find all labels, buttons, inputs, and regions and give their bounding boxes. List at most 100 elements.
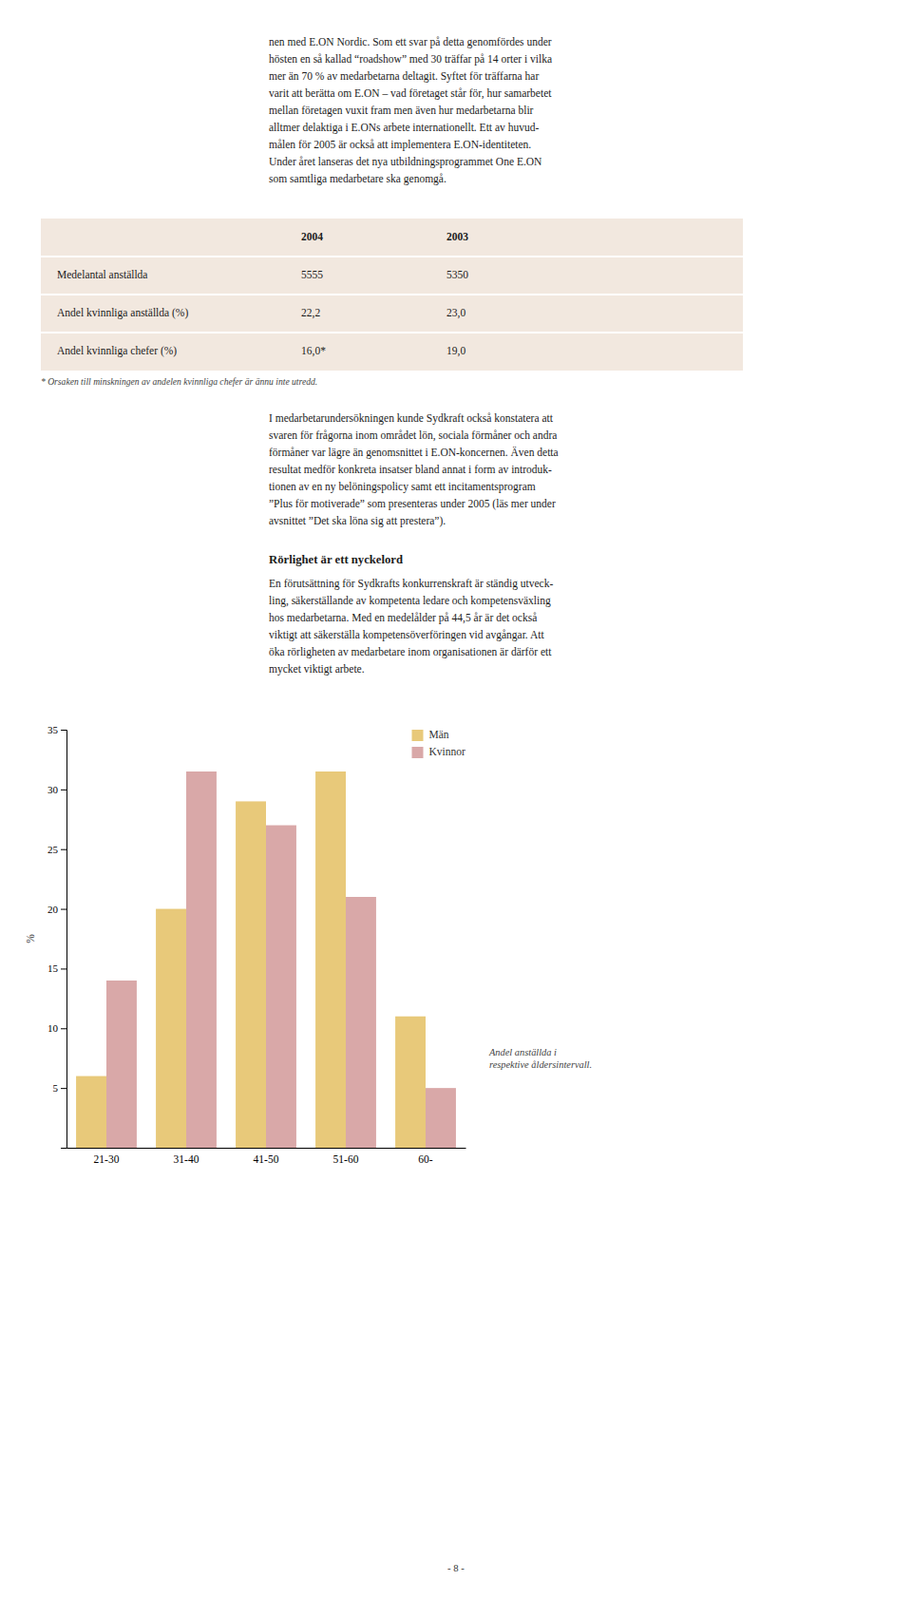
y-tick: 10 <box>47 1022 67 1034</box>
annotation-line: Andel anställda i <box>488 1046 557 1058</box>
y-tick: 15 <box>47 962 67 974</box>
body-text-line: alltmer delaktiga i E.ONs arbete interna… <box>268 121 539 134</box>
body-text-line: hösten en så kallad “roadshow” med 30 tr… <box>268 53 552 66</box>
y-tick-mark <box>60 729 67 731</box>
y-tick-mark <box>60 1027 67 1029</box>
y-tick: 35 <box>47 723 67 736</box>
table-footnote: * Orsaken till minskningen av andelen kv… <box>40 376 318 387</box>
y-tick-label: 30 <box>47 783 59 796</box>
y-axis-line <box>60 730 68 1149</box>
annotation-line: respektive åldersintervall. <box>489 1059 592 1070</box>
bar <box>76 1076 107 1148</box>
x-tick: 21-30 <box>94 1153 120 1165</box>
table-header: 2003 <box>446 230 469 243</box>
y-tick-label: 20 <box>47 903 59 915</box>
body-text-line: varit att berätta om E.ON – vad företage… <box>268 87 552 100</box>
y-tick: 30 <box>47 783 67 796</box>
body-text-line: avsnittet ”Det ska löna sig att prestera… <box>268 514 446 528</box>
table-divider <box>40 293 743 296</box>
bar-series <box>76 771 426 1148</box>
body-text-line: mellan företagen vuxit fram men även hur… <box>268 104 534 117</box>
y-tick-mark <box>60 1087 67 1089</box>
body-text-line: resultat medför konkreta insatser bland … <box>268 463 552 475</box>
x-tick-label: 41-50 <box>253 1153 280 1165</box>
table-cell: 19,0 <box>446 344 466 358</box>
y-tick-mark <box>60 909 67 911</box>
y-tick-label: 25 <box>47 843 59 855</box>
bar <box>155 909 187 1148</box>
body-text-line: mer än 70 % av medarbetarna deltagit. Sy… <box>268 70 539 83</box>
y-tick: 25 <box>47 843 67 855</box>
bar <box>235 800 266 1148</box>
table-cell: Andel kvinnliga chefer (%) <box>57 344 177 358</box>
x-tick-label: 60- <box>418 1153 434 1165</box>
x-axis-line <box>67 1147 467 1149</box>
body-text-line: ”Plus för motiverade” som presenteras un… <box>268 497 556 511</box>
body-text-line: Under året lanseras det nya utbildningsp… <box>268 155 543 169</box>
bar <box>315 771 346 1148</box>
y-tick-label: 5 <box>53 1082 59 1094</box>
page-number: - 8 - <box>447 1561 465 1574</box>
y-tick: 20 <box>47 903 67 915</box>
chart: 510152025303521-3031-4041-5051-6060-%Män… <box>24 723 592 1165</box>
table-divider <box>40 331 743 334</box>
body-text-line-block: nen med E.ON Nordic. Som ett svar på det… <box>268 36 552 186</box>
body-text-line-block: En förutsättning för Sydkrafts konkurren… <box>268 577 553 676</box>
table-cell: Medelantal anställda <box>57 268 148 281</box>
page: nen med E.ON Nordic. Som ett svar på det… <box>0 0 912 1600</box>
section-heading: Rörlighet är ett nyckelord <box>268 552 403 567</box>
y-tick-label: 35 <box>47 723 59 736</box>
bar <box>106 980 137 1148</box>
body-text-line: tionen av en ny belöningspolicy samt ett… <box>268 480 536 494</box>
table-background <box>40 218 743 371</box>
body-text-line: ling, säkerställande av kompetenta ledar… <box>268 594 551 608</box>
x-tick: 51-60 <box>333 1153 360 1165</box>
body-text-line: En förutsättning för Sydkrafts konkurren… <box>268 577 553 590</box>
legend-label: Män <box>429 728 450 741</box>
bar <box>266 825 297 1148</box>
body-text-line: nen med E.ON Nordic. Som ett svar på det… <box>268 36 552 49</box>
body-text-line-block: I medarbetarundersökningen kunde Sydkraf… <box>268 412 559 528</box>
y-tick-label: 15 <box>47 962 59 974</box>
x-tick-label: 31-40 <box>173 1153 200 1165</box>
body-text-line: I medarbetarundersökningen kunde Sydkraf… <box>268 412 554 425</box>
legend-swatch <box>412 729 424 741</box>
chart-annotation: Andel anställda irespektive åldersinterv… <box>488 1046 592 1070</box>
body-text-line: som samtliga medarbetare ska genomgå. <box>268 172 447 186</box>
x-tick: 41-50 <box>253 1153 280 1165</box>
x-axis: 21-30 31-40 41-50 51-60 60- <box>67 1148 467 1166</box>
table: 20042003Medelantal anställda55555350Ande… <box>40 218 743 371</box>
body-text-line: öka rörligheten av medarbetare inom orga… <box>268 646 552 659</box>
y-tick: 5 <box>53 1082 68 1094</box>
body-text-line: hos medarbetarna. Med en medelålder på 4… <box>268 611 537 625</box>
table-cell: 5350 <box>446 268 469 281</box>
legend: Män Kvinnor <box>412 728 467 759</box>
table-cell: 23,0 <box>446 306 466 320</box>
body-text-line: viktigt att säkerställa kompetensöverför… <box>268 628 545 642</box>
bar-series <box>106 771 456 1148</box>
table-cell: Andel kvinnliga anställda (%) <box>57 306 189 320</box>
body-text-line: mycket viktigt arbete. <box>268 663 365 676</box>
y-tick-label: 10 <box>47 1022 59 1034</box>
x-tick: 60- <box>418 1153 434 1165</box>
y-tick-mark <box>60 789 67 791</box>
x-tick-label: 51-60 <box>333 1153 360 1165</box>
y-tick-mark <box>60 968 67 969</box>
bar <box>395 1016 426 1148</box>
table-cell: 16,0* <box>301 344 326 358</box>
legend-label: Kvinnor <box>429 745 467 758</box>
body-text-line: förmåner var lägre än genomsnittet i E.O… <box>268 445 559 459</box>
bars <box>76 771 456 1148</box>
x-tick: 31-40 <box>173 1153 200 1165</box>
x-tick-label: 21-30 <box>94 1153 120 1165</box>
body-text-line: svaren för frågorna inom området lön, so… <box>268 429 557 442</box>
legend-swatch <box>412 746 424 759</box>
legend-item: Kvinnor <box>412 745 467 759</box>
bar <box>345 896 377 1148</box>
table-divider <box>40 255 743 258</box>
y-tick-mark <box>60 849 67 851</box>
table-cell: 22,2 <box>301 306 321 320</box>
body-text-line: målen för 2005 är också att implementera… <box>268 138 532 152</box>
bar <box>186 771 217 1148</box>
table-header: 2004 <box>301 230 323 243</box>
